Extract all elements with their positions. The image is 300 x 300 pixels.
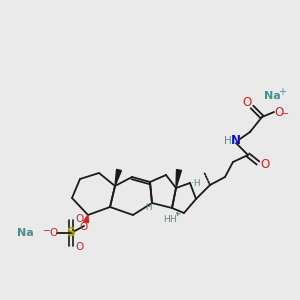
Polygon shape <box>84 215 88 223</box>
Text: ·H: ·H <box>143 203 153 212</box>
Text: O: O <box>274 106 284 118</box>
Text: +: + <box>278 87 286 97</box>
Text: −: − <box>281 109 289 119</box>
Text: O: O <box>242 97 252 110</box>
Text: O: O <box>49 228 57 238</box>
Text: O: O <box>75 242 83 252</box>
Text: Na: Na <box>16 228 33 238</box>
Text: O: O <box>260 158 270 172</box>
Text: H: H <box>224 136 232 146</box>
Polygon shape <box>115 169 122 186</box>
Text: N: N <box>231 134 241 148</box>
Text: H: H <box>169 215 176 224</box>
Text: Na: Na <box>264 91 280 101</box>
Polygon shape <box>176 169 182 188</box>
Text: H: H <box>163 215 170 224</box>
Text: O: O <box>75 214 83 224</box>
Text: ·H: ·H <box>191 179 201 188</box>
Text: −: − <box>43 226 51 236</box>
Text: S: S <box>67 226 76 239</box>
Text: O: O <box>80 222 88 232</box>
